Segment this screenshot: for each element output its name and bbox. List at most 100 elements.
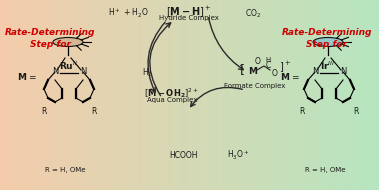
Bar <box>252 0 255 190</box>
Bar <box>112 0 115 190</box>
Bar <box>121 0 124 190</box>
Bar <box>57 0 60 190</box>
Bar <box>148 0 151 190</box>
Bar <box>131 0 134 190</box>
Bar <box>335 0 338 190</box>
Bar <box>352 0 356 190</box>
Bar <box>66 0 69 190</box>
Bar <box>72 0 75 190</box>
Text: C: C <box>265 62 271 70</box>
Bar <box>99 0 102 190</box>
Bar <box>241 0 244 190</box>
Bar <box>296 0 299 190</box>
Bar <box>233 0 236 190</box>
Bar <box>343 0 346 190</box>
Text: Formate Complex: Formate Complex <box>224 83 286 89</box>
Bar <box>284 0 287 190</box>
Bar <box>341 0 344 190</box>
Bar <box>64 0 67 190</box>
Bar <box>337 0 340 190</box>
Bar <box>61 0 64 190</box>
Bar <box>375 0 378 190</box>
Bar <box>4 0 7 190</box>
Bar <box>51 0 54 190</box>
Bar <box>140 0 143 190</box>
Bar <box>237 0 240 190</box>
Bar <box>97 0 100 190</box>
Bar <box>339 0 342 190</box>
Bar <box>354 0 357 190</box>
Text: R: R <box>41 107 47 116</box>
Bar <box>8 0 11 190</box>
Bar <box>188 0 191 190</box>
Bar <box>201 0 204 190</box>
Bar <box>155 0 158 190</box>
Bar <box>326 0 329 190</box>
Text: O: O <box>255 57 261 66</box>
Bar <box>186 0 189 190</box>
Bar <box>324 0 327 190</box>
Bar <box>301 0 304 190</box>
Bar <box>42 0 45 190</box>
Bar <box>53 0 56 190</box>
Bar <box>235 0 238 190</box>
Bar <box>27 0 30 190</box>
Bar <box>176 0 179 190</box>
Bar <box>298 0 301 190</box>
Text: ]$^+$: ]$^+$ <box>279 59 291 74</box>
Bar <box>59 0 62 190</box>
Bar <box>288 0 291 190</box>
Text: N: N <box>312 67 318 77</box>
Text: Aqua Complex: Aqua Complex <box>147 97 197 103</box>
Bar <box>254 0 257 190</box>
Text: CO$_2$: CO$_2$ <box>245 7 261 20</box>
Bar <box>0 0 3 190</box>
Bar <box>23 0 26 190</box>
Bar <box>142 0 145 190</box>
Bar <box>91 0 94 190</box>
Bar <box>78 0 81 190</box>
Bar <box>45 0 49 190</box>
Text: $\mathbf{M}$ =: $\mathbf{M}$ = <box>280 71 301 82</box>
Bar <box>311 0 314 190</box>
Text: H$_3$O$^+$: H$_3$O$^+$ <box>227 148 249 162</box>
Bar <box>370 0 373 190</box>
Bar <box>216 0 219 190</box>
Bar <box>307 0 310 190</box>
Bar <box>190 0 193 190</box>
Text: Ir$^{III}$: Ir$^{III}$ <box>320 60 336 72</box>
Bar <box>330 0 333 190</box>
Bar <box>87 0 90 190</box>
Text: R: R <box>299 107 305 116</box>
Text: $[\mathbf{M-OH_2}]^{2+}$: $[\mathbf{M-OH_2}]^{2+}$ <box>144 86 199 100</box>
Bar <box>55 0 58 190</box>
Bar <box>47 0 50 190</box>
Bar <box>373 0 376 190</box>
Bar <box>133 0 136 190</box>
Bar <box>203 0 206 190</box>
Bar <box>207 0 210 190</box>
Bar <box>260 0 263 190</box>
Bar <box>13 0 16 190</box>
Bar <box>267 0 270 190</box>
Bar <box>292 0 295 190</box>
Bar <box>377 0 379 190</box>
Bar <box>258 0 261 190</box>
Bar <box>358 0 361 190</box>
Bar <box>193 0 196 190</box>
Text: Rate-Determining
Step for: Rate-Determining Step for <box>282 28 372 49</box>
Bar <box>93 0 96 190</box>
Bar <box>159 0 162 190</box>
Bar <box>117 0 121 190</box>
Text: HCOOH: HCOOH <box>169 150 197 159</box>
Bar <box>226 0 229 190</box>
Bar <box>280 0 283 190</box>
Bar <box>83 0 86 190</box>
Bar <box>347 0 350 190</box>
Bar <box>222 0 225 190</box>
Text: [: [ <box>240 63 245 77</box>
Bar <box>309 0 312 190</box>
FancyArrowPatch shape <box>208 18 243 70</box>
Text: R: R <box>353 107 359 116</box>
FancyArrowPatch shape <box>191 87 242 107</box>
